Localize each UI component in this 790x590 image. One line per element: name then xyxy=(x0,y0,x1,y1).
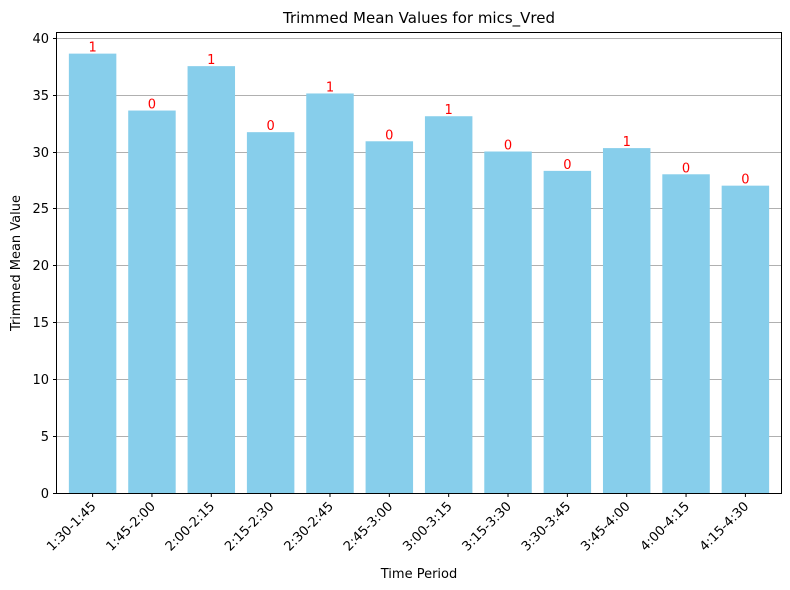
bar xyxy=(424,116,473,493)
bar xyxy=(602,148,651,493)
bar-data-label: 1 xyxy=(623,135,631,150)
x-tick-label: 3:45-4:00 xyxy=(578,499,633,554)
bar-data-label: 1 xyxy=(207,53,215,68)
y-tick-label: 35 xyxy=(32,89,49,104)
grid-lines xyxy=(57,38,781,494)
bar-data-label: 0 xyxy=(148,98,156,113)
bar-data-label: 0 xyxy=(741,173,749,188)
x-tick-label: 3:00-3:15 xyxy=(400,499,455,554)
y-tick-label: 25 xyxy=(32,202,49,217)
bar-data-label: 0 xyxy=(563,158,571,173)
bar xyxy=(662,174,710,494)
y-tick-label: 0 xyxy=(41,487,49,502)
y-tick-label: 15 xyxy=(32,316,49,331)
bar-data-label: 1 xyxy=(88,41,96,56)
bar xyxy=(187,66,236,494)
bar-data-label: 0 xyxy=(682,161,690,176)
y-tick-label: 5 xyxy=(41,430,49,445)
y-tick-label: 10 xyxy=(32,373,49,388)
bar xyxy=(721,185,770,493)
bar-data-label: 1 xyxy=(326,80,334,95)
plot-frame xyxy=(56,32,782,494)
y-axis-title: Trimmed Mean Value xyxy=(9,195,24,332)
bar-data-label: 0 xyxy=(385,128,393,143)
bar xyxy=(68,53,117,493)
bar xyxy=(128,110,176,493)
x-tick-label: 2:15-2:30 xyxy=(222,499,277,554)
chart-title: Trimmed Mean Values for mics_Vred xyxy=(282,9,555,28)
bar xyxy=(543,170,592,493)
x-tick-label: 2:00-2:15 xyxy=(163,499,218,554)
bar xyxy=(306,93,354,493)
bar-data-label: 0 xyxy=(504,139,512,154)
x-tick-label: 1:45-2:00 xyxy=(104,499,159,554)
x-tick-label: 3:30-3:45 xyxy=(519,499,574,554)
bars xyxy=(68,53,770,494)
y-axis-ticks: 0 5 10 15 20 25 30 35 40 xyxy=(32,32,57,502)
y-tick-label: 20 xyxy=(32,259,49,274)
x-tick-label: 4:15-4:30 xyxy=(697,499,752,554)
bar xyxy=(365,141,414,493)
bar xyxy=(246,132,295,493)
bar xyxy=(484,151,532,493)
x-tick-label: 3:15-3:30 xyxy=(460,499,515,554)
bar-data-label: 0 xyxy=(266,119,274,134)
x-tick-label: 2:45-3:00 xyxy=(341,499,396,554)
x-tick-label: 4:00-4:15 xyxy=(638,499,693,554)
x-tick-label: 1:30-1:45 xyxy=(44,499,99,554)
y-tick-label: 30 xyxy=(32,146,49,161)
bar-labels: 1 0 1 0 1 0 1 0 0 1 0 0 xyxy=(88,41,749,188)
x-axis-title: Time Period xyxy=(380,567,457,582)
y-tick-label: 40 xyxy=(32,32,49,47)
bar-data-label: 1 xyxy=(445,103,453,118)
x-axis-ticks: 1:30-1:45 1:45-2:00 2:00-2:15 2:15-2:30 2:30… xyxy=(44,493,752,554)
x-tick-label: 2:30-2:45 xyxy=(282,499,337,554)
